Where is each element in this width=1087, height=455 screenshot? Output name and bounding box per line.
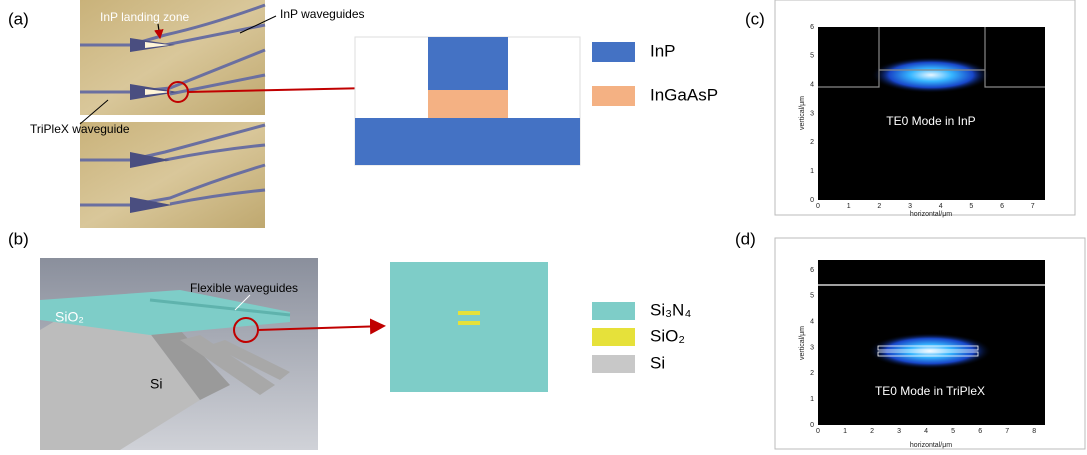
- y-tick-label: 0: [810, 422, 814, 429]
- y-tick-label: 6: [810, 24, 814, 31]
- x-tick-label: 4: [924, 428, 928, 435]
- x-tick-label: 5: [951, 428, 955, 435]
- legend-swatch: [592, 328, 635, 346]
- axis-label: vertical/μm: [799, 96, 806, 130]
- x-tick-label: 8: [1032, 428, 1036, 435]
- y-tick-label: 2: [810, 139, 814, 146]
- annotation: Flexible waveguides: [190, 281, 298, 295]
- annotation: TriPleX waveguide: [30, 122, 130, 136]
- x-tick-label: 7: [1005, 428, 1009, 435]
- x-tick-label: 4: [939, 203, 943, 210]
- caption: TE0 Mode in TriPleX: [875, 384, 985, 398]
- y-tick-label: 2: [810, 370, 814, 377]
- mode-plot: [775, 238, 1085, 449]
- x-tick-label: 2: [870, 428, 874, 435]
- y-tick-label: 0: [810, 197, 814, 204]
- x-tick-label: 0: [816, 428, 820, 435]
- panel-label: (b): [8, 229, 29, 248]
- y-tick-label: 5: [810, 53, 814, 60]
- annotation: Si: [150, 376, 162, 392]
- panel-label: (a): [8, 9, 29, 28]
- legend-swatch: [592, 86, 635, 106]
- panel-label: (c): [745, 9, 765, 28]
- figure: (a) InP landing zone InP waveguides TriP…: [0, 0, 1087, 450]
- x-tick-label: 2: [877, 203, 881, 210]
- axis-label: vertical/μm: [799, 326, 806, 360]
- legend-label: Si: [650, 353, 665, 372]
- annotation: InP landing zone: [100, 10, 190, 24]
- y-tick-label: 4: [810, 82, 814, 89]
- annotation: InP waveguides: [280, 7, 365, 21]
- x-tick-label: 5: [969, 203, 973, 210]
- x-tick-label: 6: [978, 428, 982, 435]
- axis-label: horizontal/μm: [910, 211, 952, 218]
- y-tick-label: 3: [810, 110, 814, 117]
- x-tick-label: 1: [843, 428, 847, 435]
- y-tick-label: 4: [810, 319, 814, 326]
- cross-section: [355, 37, 580, 165]
- panel-label: (d): [735, 229, 756, 248]
- mode-plot: [775, 0, 1075, 215]
- axis-label: horizontal/μm: [910, 442, 952, 449]
- annotation: SiO₂: [55, 309, 84, 325]
- legend-label: InP: [650, 41, 676, 60]
- caption: TE0 Mode in InP: [886, 114, 975, 128]
- y-tick-label: 1: [810, 396, 814, 403]
- y-tick-label: 3: [810, 344, 814, 351]
- legend-label: Si₃N₄: [650, 300, 691, 319]
- x-tick-label: 3: [897, 428, 901, 435]
- legend-swatch: [592, 355, 635, 373]
- x-tick-label: 1: [847, 203, 851, 210]
- y-tick-label: 5: [810, 293, 814, 300]
- legend-swatch: [592, 302, 635, 320]
- y-tick-label: 6: [810, 267, 814, 274]
- legend-label: SiO₂: [650, 326, 685, 345]
- x-tick-label: 3: [908, 203, 912, 210]
- x-tick-label: 6: [1000, 203, 1004, 210]
- x-tick-label: 7: [1031, 203, 1035, 210]
- x-tick-label: 0: [816, 203, 820, 210]
- legend-label: InGaAsP: [650, 85, 718, 104]
- cross-section: [390, 262, 548, 392]
- legend-swatch: [592, 42, 635, 62]
- y-tick-label: 1: [810, 168, 814, 175]
